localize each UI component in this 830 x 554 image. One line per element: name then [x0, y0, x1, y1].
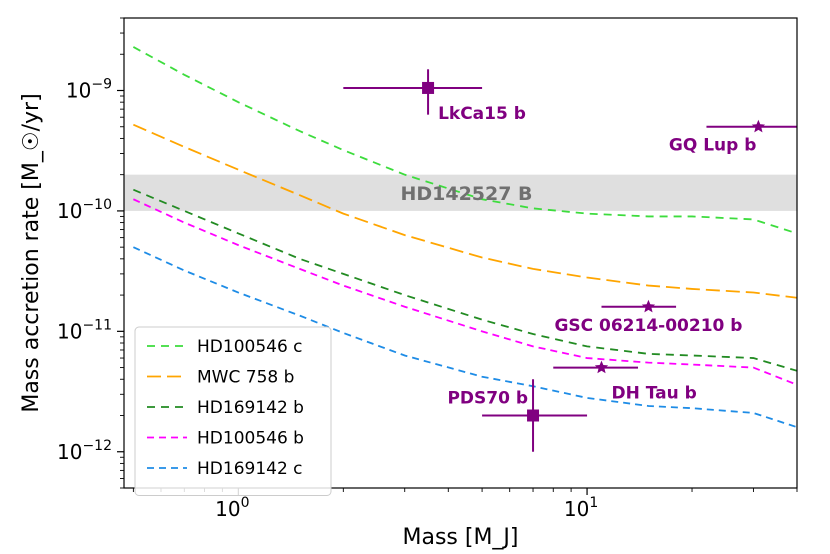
x-tick-label-1: 101	[564, 495, 598, 521]
series-line-mwc-758-b	[133, 123, 797, 299]
x-axis-label: Mass [M_J]	[402, 525, 518, 550]
series-line-hd169142-b	[133, 188, 797, 372]
point-label-gsc-06214-00210-b: GSC 06214-00210 b	[554, 316, 742, 336]
plot-frame	[123, 17, 798, 489]
point-marker-gsc-06214-00210-b	[641, 299, 656, 313]
y-tick-label-12: 10−12	[57, 438, 112, 464]
legend-box	[134, 326, 332, 496]
series-line-hd169142-c	[132, 246, 797, 429]
y-tick-label-9: 10−9	[66, 76, 112, 102]
point-label-gq-lup-b: GQ Lup b	[669, 136, 757, 156]
point-marker-lkca15-b	[422, 81, 435, 94]
series-line-hd100546-b	[132, 198, 797, 386]
legend-label-hd169142-c: HD169142 c	[197, 459, 303, 479]
plot-area	[124, 46, 797, 429]
point-marker-pds70-b	[527, 409, 540, 422]
point-label-lkca15-b: LkCa15 b	[438, 104, 526, 124]
point-label-pds70-b: PDS70 b	[447, 389, 528, 409]
y-tick-label-11: 10−11	[57, 317, 112, 343]
point-marker-dh-tau-b	[594, 360, 609, 374]
point-marker-gq-lup-b	[751, 119, 766, 133]
y-tick-label-10: 10−10	[57, 197, 112, 223]
legend-label-hd100546-c: HD100546 c	[197, 337, 303, 357]
point-label-dh-tau-b: DH Tau b	[611, 384, 696, 404]
legend-label-mwc-758-b: MWC 758 b	[197, 368, 294, 388]
legend-label-hd100546-b: HD100546 b	[197, 429, 304, 449]
series-line-hd100546-c	[132, 46, 797, 235]
legend-label-hd169142-b: HD169142 b	[197, 398, 304, 418]
y-axis-label: Mass accretion rate [M_☉/yr]	[19, 93, 44, 412]
band-label: HD142527 B	[400, 183, 532, 205]
x-tick-label-0: 100	[215, 495, 249, 521]
band-hd142527	[124, 174, 797, 211]
